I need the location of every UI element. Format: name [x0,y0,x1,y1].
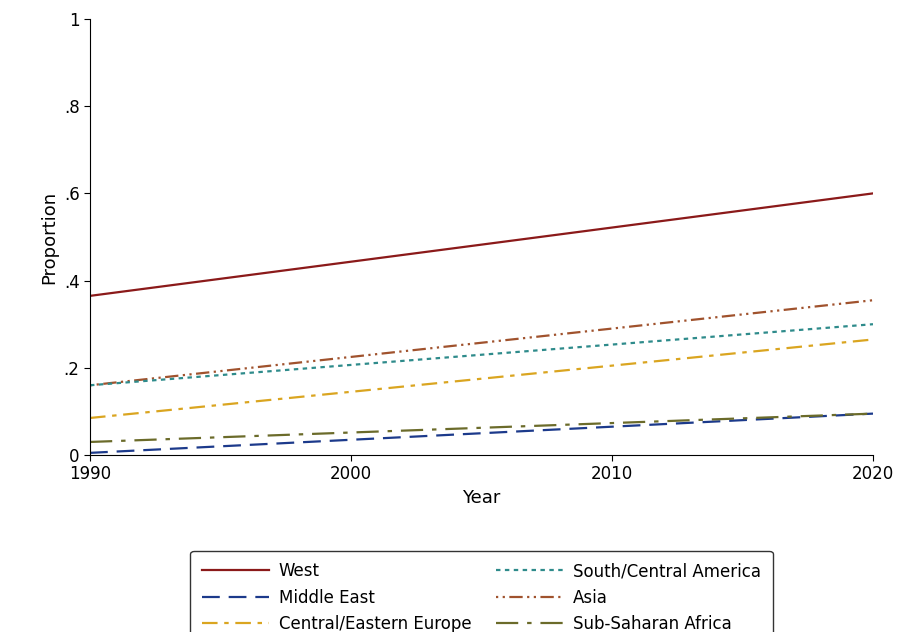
Legend: West, Middle East, Central/Eastern Europe, South/Central America, Asia, Sub-Saha: West, Middle East, Central/Eastern Europ… [191,550,772,632]
X-axis label: Year: Year [463,489,500,507]
Y-axis label: Proportion: Proportion [40,190,58,284]
